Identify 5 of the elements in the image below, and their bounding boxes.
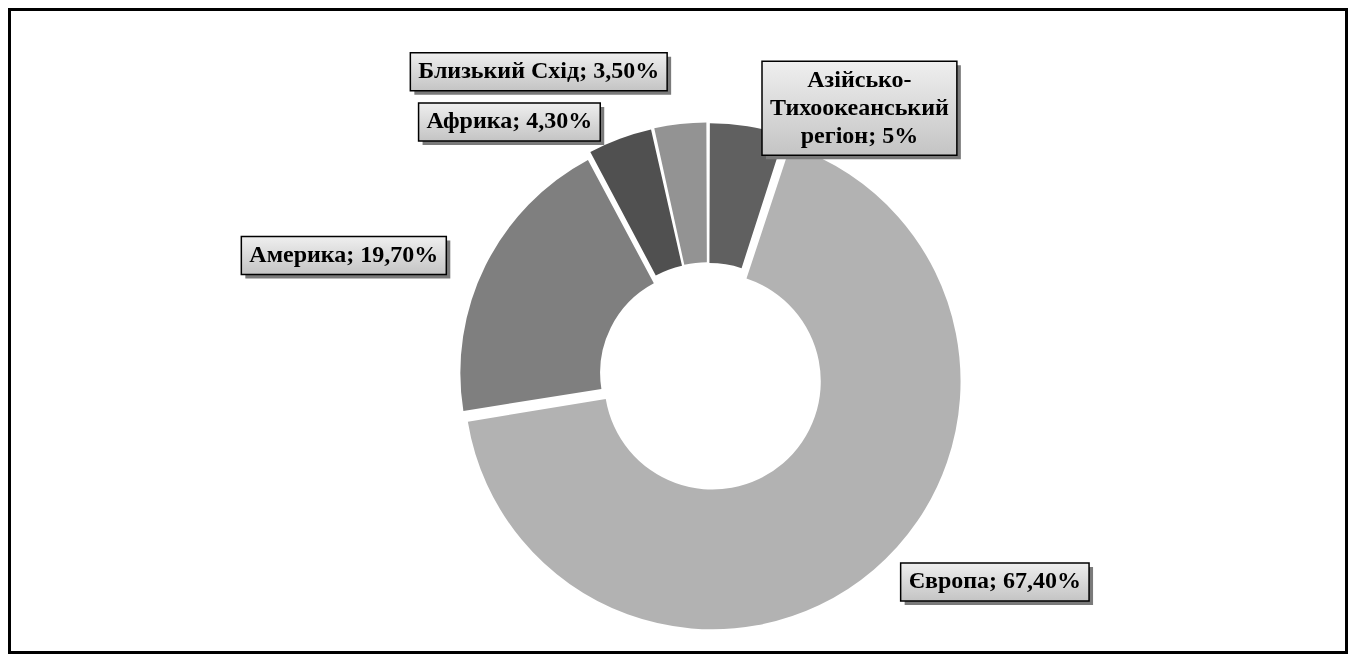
slice-label: Європа; 67,40% [908,567,1082,594]
slice-label: Азійсько-Тихоокеанський регіон; 5% [770,65,950,148]
slice-label: Африка; 4,30% [426,107,593,134]
slice-label: Близький Схід; 3,50% [418,56,660,83]
slice-label: Америка; 19,70% [249,240,439,267]
